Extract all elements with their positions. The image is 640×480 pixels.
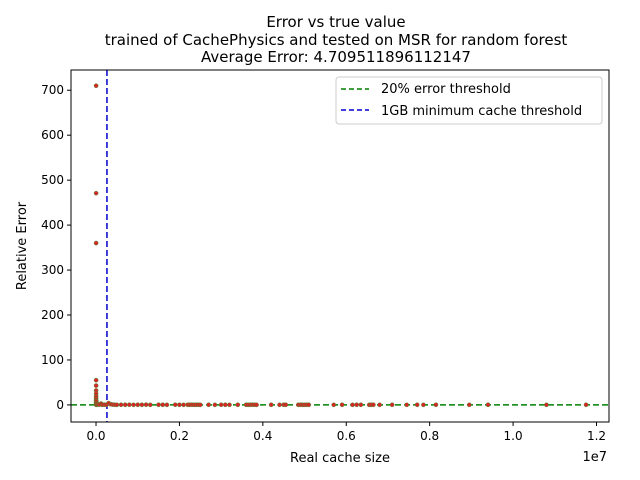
data-point [218, 402, 224, 408]
data-point [283, 402, 289, 408]
plot-frame [70, 69, 610, 423]
data-point [306, 402, 312, 408]
data-point [371, 402, 376, 408]
data-point [197, 402, 203, 408]
legend: 20% error threshold 1GB minimum cache th… [335, 76, 603, 125]
y-tick-label: 700 [41, 83, 64, 97]
y-tick-label: 200 [41, 308, 64, 322]
threshold-lines [71, 70, 609, 422]
chart-title-line: Error vs true value [266, 13, 405, 31]
data-point [331, 402, 337, 408]
data-point [377, 402, 382, 408]
data-point [181, 402, 186, 408]
data-point [93, 383, 99, 388]
data-point [164, 402, 170, 408]
x-axis: 0.0 0.2 0.4 0.6 0.8 1.0 1.2 [86, 422, 606, 443]
data-point [414, 402, 420, 408]
data-points [93, 83, 589, 408]
data-point [135, 402, 141, 408]
data-point [131, 402, 136, 408]
x-tick-label: 0.0 [86, 429, 105, 443]
data-point [404, 402, 410, 408]
data-point [206, 402, 211, 408]
chart-title-line: trained of CachePhysics and tested on MS… [105, 31, 568, 49]
data-point [227, 402, 232, 408]
data-point [212, 402, 218, 408]
data-point [139, 402, 145, 408]
x-tick-label: 1.0 [504, 429, 523, 443]
data-point [358, 402, 364, 408]
x-tick-label: 1.2 [587, 429, 606, 443]
x-tick-label: 0.6 [337, 429, 356, 443]
y-tick-label: 0 [56, 398, 64, 412]
x-tick-label: 0.8 [420, 429, 439, 443]
data-point [143, 402, 149, 407]
y-axis-label: Relative Error [15, 201, 30, 290]
data-point [93, 83, 99, 89]
data-point [177, 402, 182, 408]
y-tick-label: 400 [41, 218, 64, 232]
data-point [93, 377, 99, 383]
data-point [114, 402, 120, 408]
data-point [433, 402, 439, 408]
data-point [350, 402, 355, 408]
y-tick-label: 300 [41, 263, 64, 277]
data-point [583, 402, 589, 408]
x-axis-offset-label: 1e7 [582, 450, 607, 465]
data-point [156, 402, 161, 408]
data-point [118, 402, 124, 408]
data-point [277, 402, 282, 408]
data-point [147, 402, 153, 408]
data-point [544, 402, 549, 408]
data-point [122, 402, 128, 408]
data-point [127, 402, 132, 407]
data-point [421, 402, 426, 408]
chart-title-line: Average Error: 4.709511896112147 [201, 48, 471, 66]
y-tick-label: 100 [41, 353, 64, 367]
y-tick-label: 600 [41, 128, 64, 142]
data-point [339, 402, 345, 408]
legend-box [335, 76, 603, 125]
y-tick-label: 500 [41, 173, 64, 187]
data-point [223, 402, 228, 408]
data-point [93, 190, 99, 196]
legend-label-cache-threshold: 1GB minimum cache threshold [381, 104, 582, 119]
data-point [93, 240, 99, 246]
data-point [160, 402, 166, 408]
y-axis: 0 100 200 300 400 500 600 700 [41, 83, 71, 412]
data-point [354, 402, 359, 408]
data-point [485, 402, 491, 408]
legend-label-error-threshold: 20% error threshold [381, 82, 511, 97]
x-axis-label: Real cache size [290, 451, 390, 466]
data-point [389, 402, 395, 408]
data-point [172, 402, 178, 407]
data-point [254, 402, 259, 408]
x-tick-label: 0.2 [170, 429, 189, 443]
chart-title: Error vs true value trained of CachePhys… [105, 13, 568, 66]
x-tick-label: 0.4 [253, 429, 272, 443]
data-point [235, 402, 241, 408]
data-point [268, 402, 274, 408]
data-point [466, 402, 472, 408]
